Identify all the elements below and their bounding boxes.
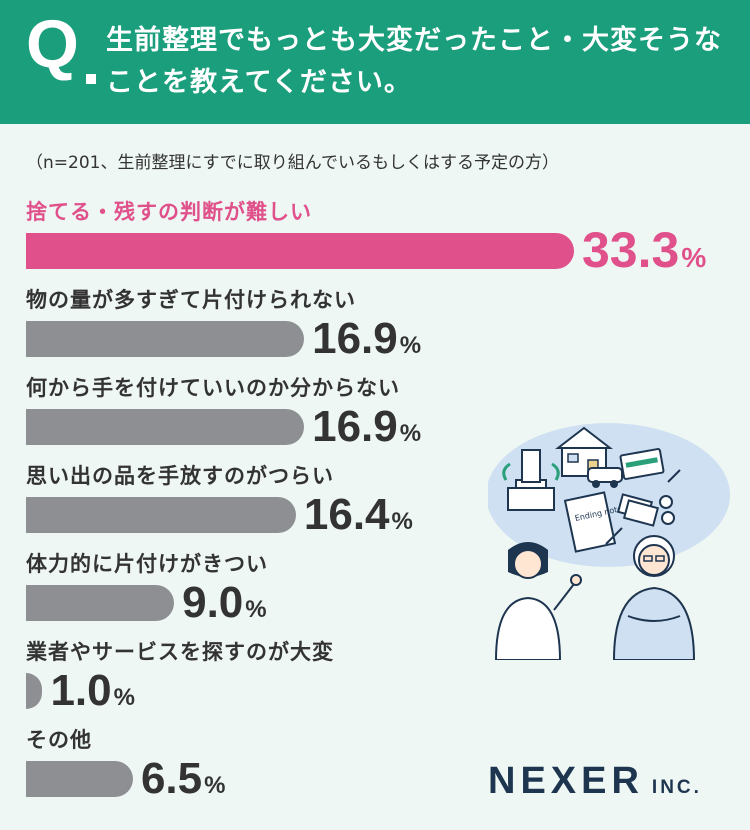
bar [26,761,133,797]
coins-icon [659,495,675,525]
q-mark: Q [26,6,79,82]
data-label: 1.0% [50,669,135,713]
category-label: 何から手を付けていいのか分からない [26,376,400,400]
data-label-unit: % [245,596,267,623]
nexer-logo: NEXER INC. [488,760,702,803]
data-label-unit: % [399,420,422,447]
data-label-unit: % [681,242,707,273]
data-label: 16.4% [304,493,413,537]
data-label: 16.9% [312,317,421,361]
category-label: 体力的に片付けがきつい [26,552,268,576]
logo-sub: INC. [651,777,702,798]
man-figure [612,535,696,660]
category-label: 捨てる・残すの判断が難しい [26,200,312,224]
money-icon [616,493,660,527]
ending-note-icon: Ending note [563,491,623,553]
bar [26,673,43,709]
data-label: 16.9% [312,405,421,449]
question-header: Q 生前整理でもっとも大変だったこと・大変そうなことを教えてください。 [0,0,750,124]
bar [26,409,305,445]
illustration: Ending note [488,423,730,660]
data-label-value: 1.0 [50,666,112,715]
data-label: 33.3% [582,225,706,275]
data-label-unit: % [113,684,135,711]
data-label-value: 16.4 [303,490,390,539]
data-label-value: 16.9 [312,314,398,363]
thought-bubble [488,423,730,567]
gravestone-icon [502,449,560,511]
data-label-unit: % [204,772,226,799]
category-label: 業者やサービスを探すのが大変 [26,640,334,664]
category-label: その他 [26,728,92,752]
data-label-value: 33.3 [582,222,680,278]
data-label: 9.0% [182,581,267,625]
data-label-value: 6.5 [140,754,203,803]
bar [26,585,175,621]
q-dot [86,74,96,84]
car-icon [587,467,623,488]
logo-main: NEXER [488,760,644,802]
data-label-value: 16.9 [312,402,398,451]
bar [26,233,574,269]
credit-card-icon [619,448,665,480]
data-label-value: 9.0 [182,578,244,627]
question-text: 生前整理でもっとも大変だったこと・大変そうなことを教えてください。 [106,25,722,98]
data-label-unit: % [391,508,413,535]
category-label: 物の量が多すぎて片付けられない [26,288,356,312]
category-label: 思い出の品を手放すのがつらい [26,464,334,488]
data-label: 6.5% [141,757,226,801]
pen-icon [667,469,681,483]
bar [26,497,296,533]
woman-figure [494,542,582,660]
data-label-unit: % [399,332,422,359]
bar [26,321,305,357]
sample-note: （n=201、生前整理にすでに取り組んでいるもしくはする予定の方） [26,153,559,173]
